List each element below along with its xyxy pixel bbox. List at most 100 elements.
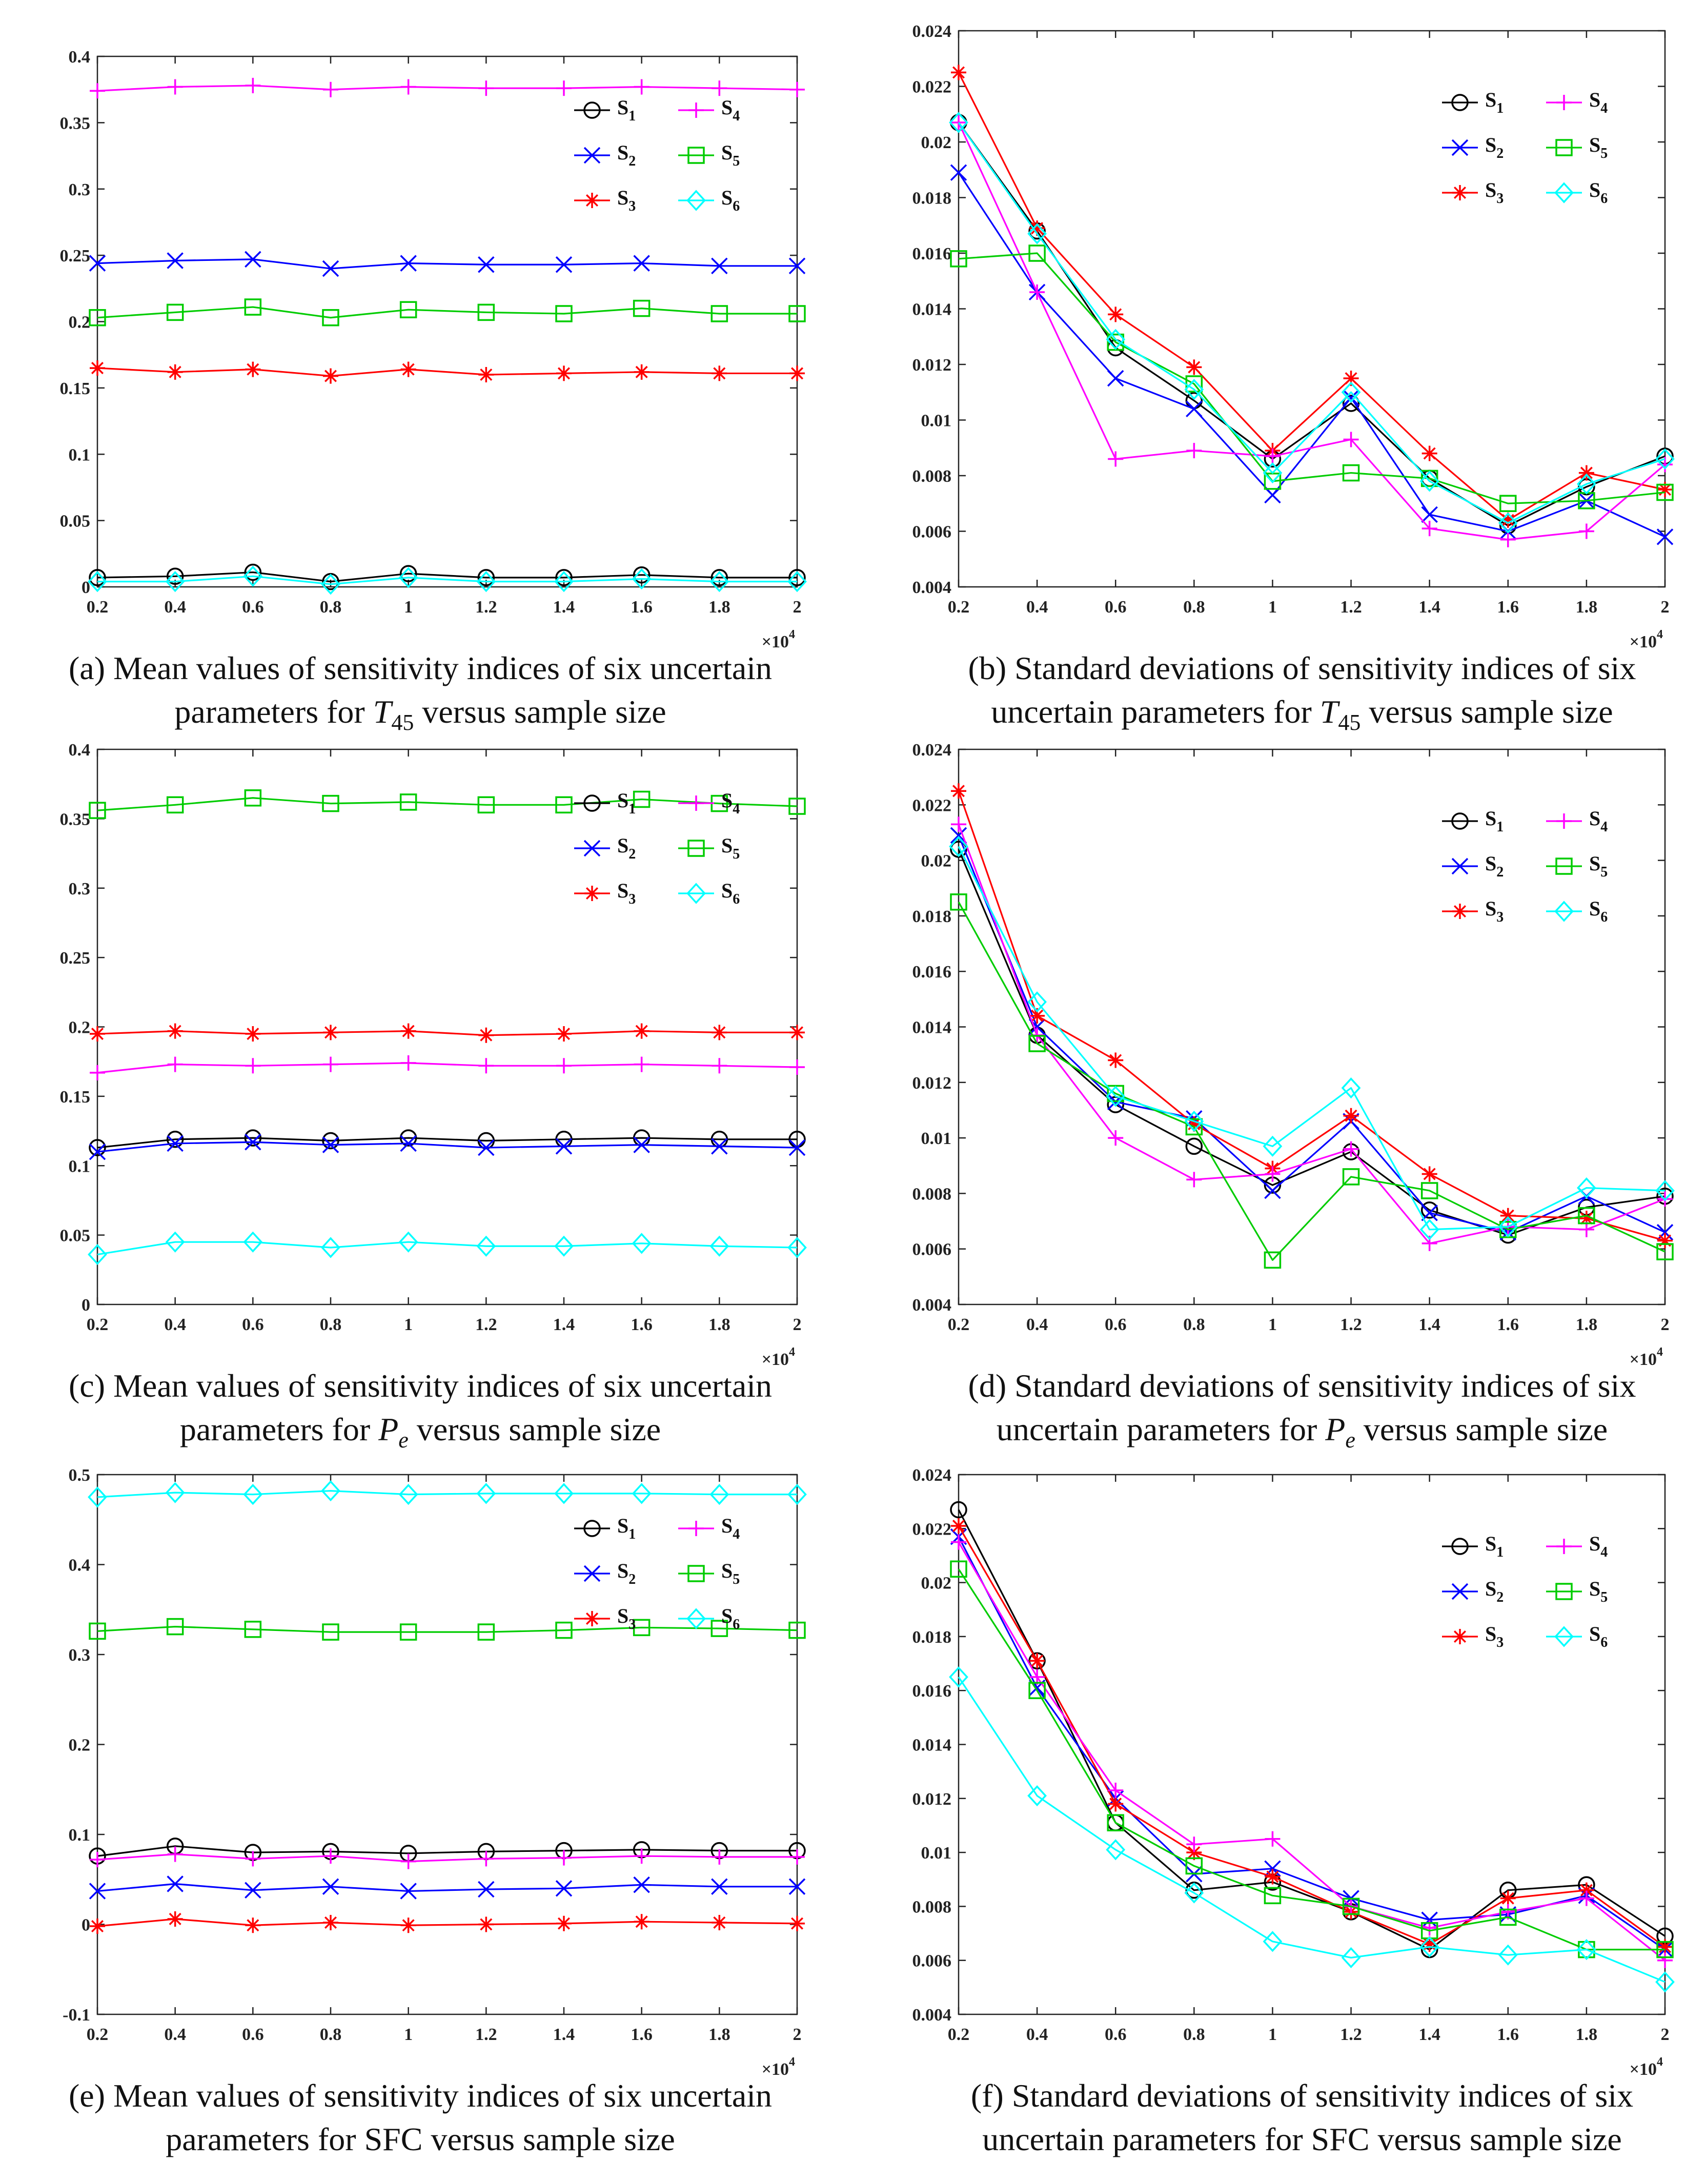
data-point xyxy=(1420,1182,1438,1199)
x-tick-label: 1.2 xyxy=(475,2025,497,2044)
legend-marker xyxy=(1555,1583,1573,1600)
chart-panel: -0.1 0 0.1 0.2 0.3 0.4 0.5 0.2 0.4 0.6 0.8 1 1.2 1.4 1… xyxy=(63,1466,807,2157)
data-point xyxy=(322,794,339,812)
data-point xyxy=(89,255,106,272)
data-point xyxy=(398,1484,418,1505)
x-tick-label: 2 xyxy=(1661,1315,1670,1334)
legend-entry-label: S1 xyxy=(1485,807,1504,835)
x-tick-label: 1 xyxy=(1268,2025,1277,2044)
data-point xyxy=(243,565,263,587)
data-point xyxy=(1185,1137,1203,1155)
series-S6 xyxy=(88,1480,807,1508)
x-tick-label: 0.4 xyxy=(164,2025,186,2044)
legend-entry-label: S4 xyxy=(1589,1532,1608,1560)
data-point xyxy=(1264,1860,1281,1877)
data-point xyxy=(555,256,573,273)
x-tick-label: 0.2 xyxy=(948,598,970,617)
x-tick-label: 1.4 xyxy=(1418,598,1440,617)
y-tick-label: -0.1 xyxy=(63,2006,90,2025)
y-tick-label: 0.012 xyxy=(912,1790,952,1809)
legend-entry-label: S1 xyxy=(617,789,636,817)
legend-entry-label: S5 xyxy=(1589,852,1608,880)
data-point xyxy=(711,257,728,275)
legend-entry-label: S5 xyxy=(1589,133,1608,161)
x-tick-label: 0.6 xyxy=(242,2025,264,2044)
data-point xyxy=(400,1135,417,1152)
data-point xyxy=(556,1026,572,1042)
chart-panel: 0 0.05 0.1 0.15 0.2 0.25 0.3 0.35 0.4 0.2 0.4 0.6 0.… xyxy=(60,48,807,735)
x-tick-label: 1.2 xyxy=(1340,598,1362,617)
data-point xyxy=(323,1914,338,1930)
data-point xyxy=(1343,389,1359,406)
data-point xyxy=(322,1132,339,1150)
data-point xyxy=(477,569,495,586)
data-point xyxy=(1263,462,1283,484)
series-line xyxy=(97,1853,797,1863)
data-point xyxy=(634,1056,649,1072)
data-point xyxy=(399,1623,417,1641)
data-point xyxy=(950,250,967,268)
data-point xyxy=(1420,1201,1438,1219)
y-tick-label: 0.35 xyxy=(60,810,91,829)
x-tick-label: 0.8 xyxy=(320,598,342,617)
data-point xyxy=(323,81,338,97)
y-tick-label: 0.4 xyxy=(69,741,91,760)
y-tick-label: 0.2 xyxy=(69,1736,91,1755)
legend-entry-label: S6 xyxy=(721,1604,740,1632)
data-point xyxy=(789,1025,805,1040)
data-point xyxy=(950,827,967,844)
data-point xyxy=(167,252,184,269)
data-point xyxy=(166,1131,184,1148)
data-point xyxy=(1185,1118,1203,1136)
series-line xyxy=(958,1568,1665,1951)
x-tick-label: 1 xyxy=(1268,1315,1277,1334)
series-S6 xyxy=(88,1231,807,1266)
data-point xyxy=(1419,1936,1439,1957)
plot-area xyxy=(958,1474,1666,2015)
x-axis-multiplier: ×104 xyxy=(1630,628,1663,651)
y-tick-label: 0 xyxy=(82,1296,90,1315)
data-point xyxy=(1655,448,1675,470)
y-tick-label: 0.25 xyxy=(60,247,91,266)
data-point xyxy=(1341,1077,1361,1099)
x-axis-multiplier: ×104 xyxy=(762,1345,795,1369)
data-point xyxy=(1342,1897,1360,1915)
data-point xyxy=(632,568,652,590)
legend-marker xyxy=(583,840,601,857)
data-point xyxy=(245,251,261,268)
legend: S1 S2 S3 S4 S5 S6 xyxy=(1442,807,1608,925)
data-point xyxy=(711,1138,728,1155)
legend: S1 S2 S3 S4 S5 S6 xyxy=(1442,88,1608,207)
data-point xyxy=(245,1133,261,1151)
y-tick-label: 0.004 xyxy=(912,578,952,597)
x-tick-label: 0.6 xyxy=(242,598,264,617)
x-tick-label: 1.6 xyxy=(1497,1315,1519,1334)
data-point xyxy=(165,1231,185,1253)
y-tick-label: 0.018 xyxy=(912,189,952,208)
legend-marker xyxy=(583,147,601,164)
panel-caption: parameters for Pe versus sample size xyxy=(180,1411,661,1453)
x-tick-label: 1.2 xyxy=(1340,1315,1362,1334)
data-point xyxy=(322,1878,339,1895)
legend-entry-label: S4 xyxy=(721,789,740,817)
data-point xyxy=(90,1026,105,1042)
legend-entry-label: S2 xyxy=(617,834,636,862)
x-axis-multiplier: ×104 xyxy=(1630,2055,1663,2079)
y-tick-label: 0.018 xyxy=(912,907,952,926)
series-line xyxy=(97,571,797,583)
data-point xyxy=(1421,1936,1437,1952)
legend-marker xyxy=(686,190,706,211)
data-point xyxy=(1186,1116,1202,1132)
data-point xyxy=(1578,1211,1594,1227)
data-point xyxy=(1421,1911,1438,1928)
series-line xyxy=(97,367,797,377)
data-point xyxy=(167,1056,183,1072)
data-point xyxy=(1343,1108,1359,1124)
data-point xyxy=(555,569,573,586)
data-point xyxy=(244,1129,262,1147)
data-point xyxy=(321,1237,340,1258)
x-axis-multiplier: ×104 xyxy=(1630,1345,1663,1369)
data-point xyxy=(322,260,339,277)
data-point xyxy=(478,80,494,96)
